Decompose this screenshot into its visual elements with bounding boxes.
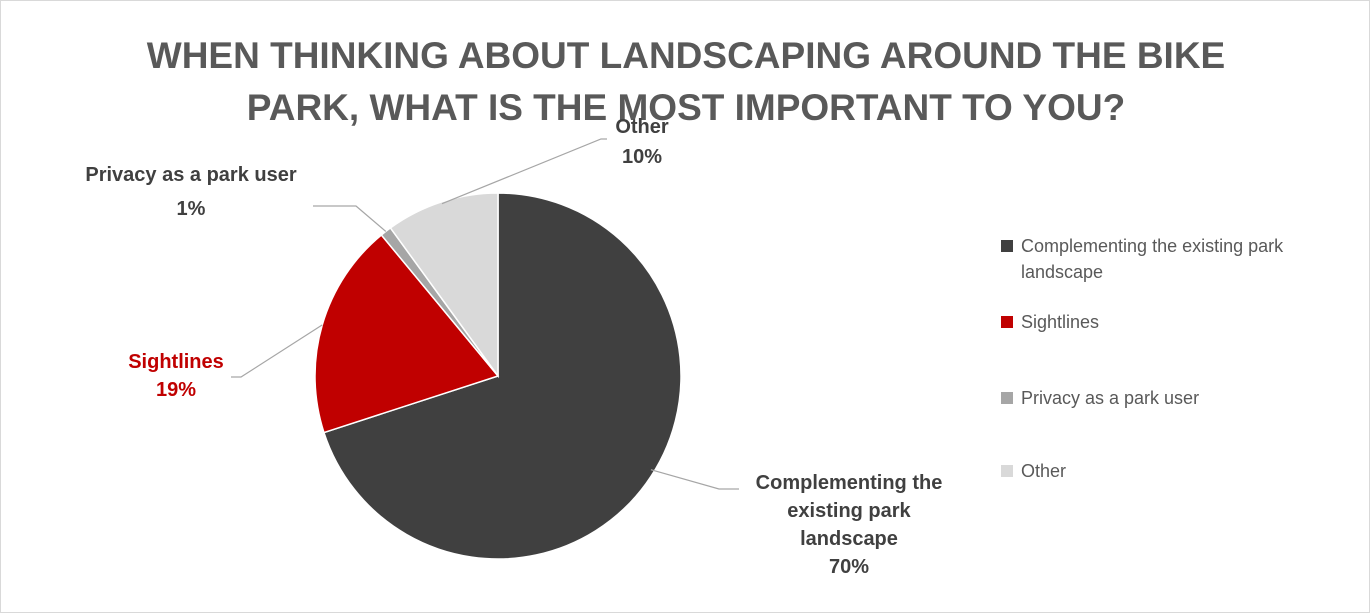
leader-line-sightlines (231, 324, 323, 378)
legend-label-line: Other (1021, 461, 1067, 481)
data-label-line: Complementing the (756, 472, 943, 494)
leader-lines (231, 138, 739, 490)
chart-title-line-2: PARK, WHAT IS THE MOST IMPORTANT TO YOU? (246, 87, 1126, 128)
legend-label: Sightlines (1021, 309, 1351, 335)
leader-line-privacy-as-a-park-user (313, 205, 387, 232)
legend-label: Complementing the existing park landscape (1021, 233, 1351, 285)
data-label-line: 1% (177, 198, 206, 220)
data-label-line: existing park (787, 500, 911, 522)
data-labels: Complementing the existing park landscape 7… (85, 116, 942, 578)
data-label-line: 19% (156, 379, 196, 401)
data-label-other: Other 10% (615, 116, 669, 168)
leader-line-complementing-the-existing-park-landscape (650, 469, 739, 490)
legend-label: Other (1021, 458, 1351, 484)
legend-label-line: Privacy as a park user (1021, 388, 1200, 408)
data-label-line: Privacy as a park user (85, 164, 296, 186)
data-label-line: Other (615, 116, 669, 138)
legend-swatch (1001, 392, 1013, 404)
legend-swatch (1001, 240, 1013, 252)
data-label-complementing-the-existing-park-landscape: Complementing the existing park landscape 7… (756, 472, 943, 578)
legend-label: Privacy as a park user (1021, 385, 1351, 411)
leader-line-other (441, 138, 607, 205)
legend-label-line: Sightlines (1021, 312, 1100, 332)
pie-slice-other (389, 192, 499, 379)
data-label-sightlines: Sightlines 19% (128, 351, 224, 401)
chart-title-line-1: WHEN THINKING ABOUT LANDSCAPING AROUND T… (146, 35, 1226, 76)
data-label-line: 70% (829, 556, 869, 578)
legend-swatch (1001, 316, 1013, 328)
data-label-line: 10% (622, 146, 662, 168)
data-label-line: landscape (800, 528, 898, 550)
data-label-line: Sightlines (128, 351, 224, 373)
legend-label-line: Complementing the existing park (1021, 236, 1284, 256)
data-label-privacy-as-a-park-user: Privacy as a park user 1% (85, 164, 296, 220)
pie-slice-complementing-the-existing-park-landscape (323, 192, 682, 560)
legend-swatch (1001, 465, 1013, 477)
legend-label-line: landscape (1021, 262, 1104, 282)
pie-slices (314, 192, 682, 560)
